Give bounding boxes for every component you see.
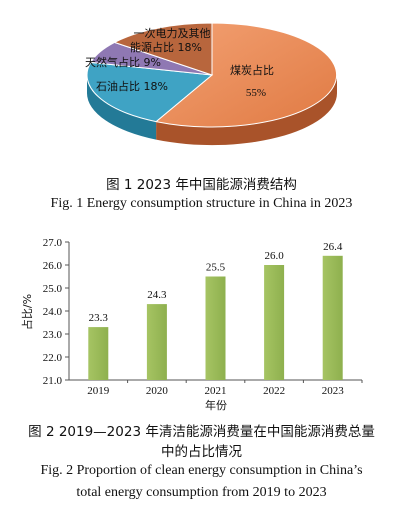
y-tick-label: 21.0 xyxy=(43,375,63,387)
pie-label-oil: 石油占比 18% xyxy=(96,79,168,93)
bar-2021 xyxy=(205,276,226,380)
fig2-caption-zh-line2: 中的占比情况 xyxy=(161,444,242,460)
bar-value-label: 23.3 xyxy=(89,312,109,324)
x-ticks: 2019 2020 2021 2022 2023 xyxy=(87,380,363,397)
x-tick-label: 2022 xyxy=(263,385,285,397)
pie-label-other-line1: 一次电力及其他 xyxy=(134,26,211,40)
pie-label-gas: 天然气占比 9% xyxy=(85,55,161,69)
bar-value-label: 25.5 xyxy=(206,262,226,274)
pie-slice-other xyxy=(113,22,213,76)
fig1-caption-zh: 图 1 2023 年中国能源消费结构 xyxy=(106,177,297,193)
x-axis-title: 年份 xyxy=(205,398,227,412)
pie-slice-coal xyxy=(154,22,338,128)
pie-side-oil xyxy=(86,75,157,140)
pie-label-other-line2: 能源占比 18% xyxy=(130,40,202,54)
pie-chart: 煤炭占比 55% 石油占比 18% 天然气占比 9% 一次电力及其他 能源占比 … xyxy=(85,22,338,146)
bars: 23.3 24.3 25.5 26.0 26.4 xyxy=(88,241,343,380)
pie-label-coal: 煤炭占比 xyxy=(230,63,274,77)
bar-value-label: 26.4 xyxy=(323,241,343,253)
bar-2019 xyxy=(88,327,109,380)
bar-value-label: 26.0 xyxy=(264,250,284,262)
bar-2022 xyxy=(264,265,285,380)
bar-2023 xyxy=(322,255,343,380)
fig1-caption-en: Fig. 1 Energy consumption structure in C… xyxy=(50,196,353,211)
y-tick-label: 25.0 xyxy=(43,283,63,295)
y-ticks: 21.0 22.0 23.0 24.0 25.0 26.0 27.0 xyxy=(43,237,69,387)
y-axis-title: 占比/% xyxy=(20,294,34,330)
y-tick-label: 22.0 xyxy=(43,352,63,364)
pie-value-coal: 55% xyxy=(246,87,266,99)
pie-slice-oil xyxy=(86,61,214,123)
y-tick-label: 24.0 xyxy=(43,306,63,318)
fig2-caption-zh-line1: 图 2 2019—2023 年清洁能源消费量在中国能源消费总量 xyxy=(28,424,375,440)
x-tick-label: 2021 xyxy=(205,385,227,397)
bar-2020 xyxy=(146,304,167,380)
bar-chart: 21.0 22.0 23.0 24.0 25.0 26.0 27.0 23.3 24.3 25.… xyxy=(20,237,363,412)
pie-side-coal xyxy=(156,75,338,146)
x-tick-label: 2023 xyxy=(322,385,345,397)
x-tick-label: 2020 xyxy=(146,385,169,397)
y-tick-label: 27.0 xyxy=(43,237,63,249)
x-tick-label: 2019 xyxy=(87,385,110,397)
y-tick-label: 23.0 xyxy=(43,329,63,341)
fig2-caption-en-line1: Fig. 2 Proportion of clean energy consum… xyxy=(40,463,363,478)
y-tick-label: 26.0 xyxy=(43,260,63,272)
bar-value-label: 24.3 xyxy=(147,289,167,301)
fig2-caption-en-line2: total energy consumption from 2019 to 20… xyxy=(76,485,327,500)
